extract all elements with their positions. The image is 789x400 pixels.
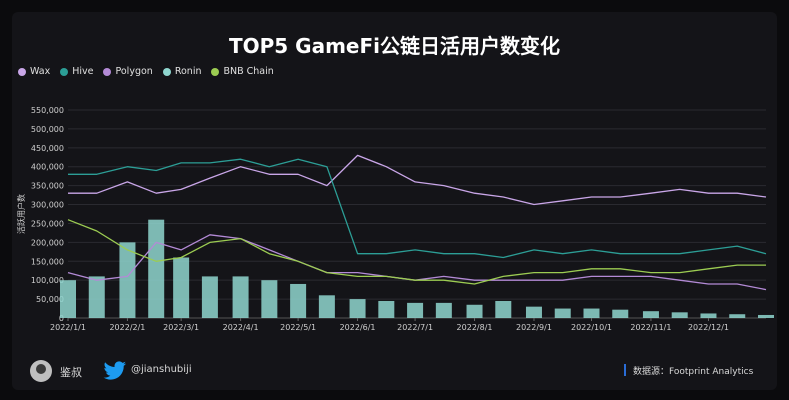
- ronin-bar: [378, 300, 395, 318]
- y-tick-label: 50,000: [36, 295, 64, 304]
- bnb-chain-series-line: [67, 219, 766, 285]
- legend-marker: [162, 67, 171, 76]
- x-tick-label: 2022/9/1: [516, 323, 552, 332]
- ronin-bar: [729, 314, 746, 318]
- x-tick-label: 2022/10/1: [571, 323, 612, 332]
- source-accent-bar: [624, 364, 626, 376]
- y-tick-label: 500,000: [31, 125, 64, 134]
- x-tick-label: 2022/7/1: [397, 323, 433, 332]
- ronin-bar: [290, 283, 307, 318]
- x-tick-label: 2022/11/1: [630, 323, 671, 332]
- legend-item: BNB Chain: [211, 66, 274, 77]
- legend: Wax Hive Polygon Ronin BNB Chain: [18, 66, 274, 77]
- ronin-bar: [201, 276, 218, 318]
- y-tick-label: 0: [59, 314, 64, 323]
- y-tick-label: 400,000: [31, 163, 64, 172]
- legend-label: Wax: [30, 66, 51, 77]
- legend-label: BNB Chain: [223, 66, 274, 77]
- ronin-bar: [671, 312, 688, 318]
- x-tick-label: 2022/12/1: [688, 323, 729, 332]
- twitter-handle: @jianshubiji: [131, 364, 192, 375]
- ronin-bar: [758, 314, 774, 318]
- x-tick-label: 2022/1/1: [50, 323, 86, 332]
- y-tick-label: 450,000: [31, 144, 64, 153]
- ronin-bar: [232, 276, 249, 318]
- ronin-bar: [525, 306, 542, 318]
- ronin-bar: [583, 308, 600, 318]
- y-tick-label: 350,000: [31, 182, 64, 191]
- legend-item: Ronin: [162, 66, 202, 77]
- ronin-bar: [318, 295, 335, 318]
- ronin-bar: [119, 242, 136, 318]
- ronin-bar: [642, 311, 659, 318]
- y-tick-label: 200,000: [31, 238, 64, 247]
- y-tick-label: 150,000: [31, 257, 64, 266]
- ronin-bar: [554, 308, 571, 318]
- y-tick-label: 550,000: [31, 106, 64, 115]
- legend-marker: [18, 67, 26, 76]
- ronin-bar: [88, 276, 105, 318]
- chart-title: TOP5 GameFi公链日活用户数变化: [228, 34, 560, 58]
- author-name: 鉴叔: [60, 366, 82, 379]
- x-tick-label: 2022/8/1: [457, 323, 493, 332]
- twitter-bird-icon: [103, 361, 126, 380]
- legend-item: Hive: [60, 66, 93, 77]
- ronin-bar: [261, 280, 278, 318]
- legend-marker: [60, 67, 69, 76]
- ronin-bar: [466, 304, 483, 318]
- x-tick-label: 2022/2/1: [109, 323, 145, 332]
- data-source: 数据源：Footprint Analytics: [633, 367, 754, 377]
- ronin-bar: [148, 219, 165, 318]
- legend-item: Polygon: [103, 66, 153, 77]
- y-tick-label: 100,000: [31, 276, 64, 285]
- y-axis-title: 活跃用户数: [16, 194, 26, 234]
- y-tick-label: 300,000: [31, 201, 64, 210]
- ronin-bar: [435, 302, 452, 318]
- legend-marker: [211, 67, 220, 76]
- wax-series-line: [68, 154, 767, 206]
- legend-label: Ronin: [174, 66, 202, 77]
- chart-panel: [12, 12, 777, 390]
- ronin-bar: [700, 313, 717, 318]
- hive-series-line: [68, 158, 767, 259]
- y-tick-label: 250,000: [31, 219, 64, 228]
- x-tick-label: 2022/3/1: [163, 323, 199, 332]
- x-tick-label: 2022/4/1: [223, 323, 259, 332]
- x-tick-label: 2022/6/1: [340, 323, 376, 332]
- ronin-bar: [173, 257, 190, 318]
- ronin-bar: [612, 309, 629, 318]
- ronin-bar: [495, 300, 512, 318]
- legend-label: Hive: [72, 66, 94, 77]
- avatar: [30, 360, 52, 382]
- legend-item: Wax: [18, 66, 50, 77]
- footer: 鉴叔 @jianshubiji 数据源：Footprint Analytics: [0, 360, 789, 384]
- legend-marker: [103, 67, 112, 76]
- x-tick-label: 2022/5/1: [280, 323, 316, 332]
- ronin-bar: [60, 280, 76, 318]
- ronin-bar: [349, 299, 366, 318]
- ronin-bar: [407, 302, 424, 318]
- legend-label: Polygon: [115, 66, 153, 77]
- polygon-series-line: [67, 234, 767, 291]
